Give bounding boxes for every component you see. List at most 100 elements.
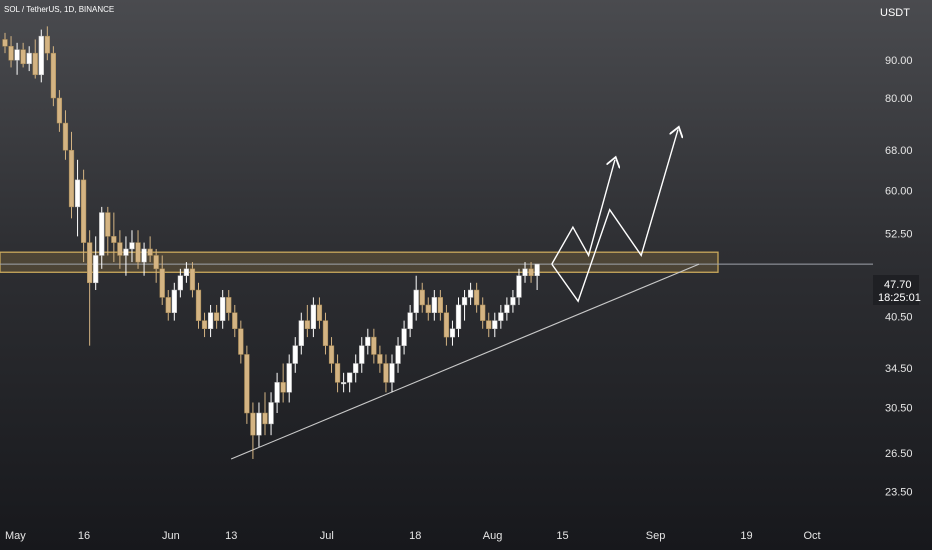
- candle: [413, 275, 419, 321]
- candle-body: [334, 363, 341, 383]
- candle: [147, 236, 153, 263]
- candle: [262, 392, 268, 436]
- candle: [498, 304, 504, 329]
- candle: [431, 290, 437, 321]
- x-tick-label: Aug: [483, 530, 503, 542]
- candle-body: [80, 179, 87, 243]
- candle: [455, 297, 462, 338]
- candle-body: [117, 242, 123, 256]
- candle: [286, 354, 292, 403]
- candle-body: [474, 289, 480, 306]
- candle: [268, 392, 274, 436]
- candle: [123, 236, 129, 276]
- candle-body: [371, 336, 377, 355]
- y-tick-label: 52.50: [885, 228, 913, 240]
- candle: [93, 236, 99, 291]
- candle-body: [407, 312, 413, 330]
- candle-body: [492, 320, 498, 330]
- candle: [141, 242, 147, 276]
- candle: [437, 290, 443, 321]
- candle-body: [268, 402, 274, 425]
- candle-body: [189, 268, 196, 291]
- candle: [99, 206, 105, 269]
- time-axis[interactable]: May 16 Jun 13 Jul 18 Aug 15 Sep 19 Oct: [5, 530, 821, 542]
- projection-paths: [551, 130, 678, 303]
- candle-body: [365, 336, 371, 346]
- candle: [14, 42, 20, 75]
- y-tick-label: 80.00: [885, 93, 913, 105]
- candle: [189, 262, 196, 298]
- candle: [238, 320, 244, 364]
- candle-body: [99, 212, 105, 256]
- candle: [62, 110, 69, 160]
- candle-body: [449, 328, 456, 338]
- candle: [80, 169, 87, 263]
- candle-body: [383, 363, 389, 383]
- candle: [153, 248, 159, 283]
- trendline-segment: [230, 263, 700, 460]
- candle: [334, 354, 341, 393]
- candle-body: [238, 328, 244, 355]
- candle-body: [50, 52, 56, 99]
- candle: [486, 312, 492, 338]
- candle-body: [395, 345, 401, 364]
- candle: [68, 131, 75, 219]
- candle: [467, 282, 474, 305]
- candle: [492, 312, 498, 338]
- candle-body: [377, 354, 383, 364]
- projection-path-main: [551, 130, 678, 303]
- candle: [522, 262, 528, 283]
- candle-body: [93, 255, 99, 284]
- candle: [50, 46, 56, 107]
- x-tick-label: 13: [225, 530, 237, 542]
- candle: [44, 26, 50, 61]
- candle: [480, 297, 486, 329]
- support-trendline: [230, 263, 700, 460]
- candle: [26, 46, 32, 72]
- chart-title: SOL / TetherUS, 1D, BINANCE: [4, 5, 114, 14]
- candle-body: [274, 382, 280, 403]
- candle: [443, 304, 450, 346]
- candle-body: [171, 289, 177, 313]
- candle: [365, 328, 371, 355]
- candle-body: [528, 268, 534, 276]
- candle-body: [461, 297, 468, 306]
- candle: [135, 230, 141, 269]
- candle: [226, 290, 232, 321]
- x-tick-label: Oct: [803, 530, 820, 542]
- candle-body: [510, 297, 516, 306]
- candle-body: [14, 49, 20, 61]
- candle-body: [159, 268, 165, 298]
- candle: [461, 290, 468, 321]
- price-axis[interactable]: 90.00 80.00 68.00 60.00 52.50 40.50 34.50 30.50…: [885, 55, 913, 498]
- candle: [250, 402, 256, 459]
- candle: [341, 372, 347, 393]
- candle-body: [347, 372, 353, 383]
- candle-body: [111, 236, 117, 243]
- current-price-label: 47.70: [884, 279, 912, 291]
- y-tick-label: 30.50: [885, 403, 913, 415]
- candle-body: [220, 297, 226, 321]
- candle: [474, 282, 480, 313]
- candle-body: [413, 289, 419, 313]
- candle-body: [455, 304, 462, 330]
- current-price-marker: 47.70 18:25:01: [873, 275, 921, 305]
- candle: [159, 255, 165, 305]
- candle-body: [38, 35, 44, 76]
- candle: [510, 290, 516, 313]
- candle: [129, 230, 135, 263]
- candle: [117, 230, 123, 269]
- candle-body: [516, 275, 522, 298]
- candle-body: [8, 45, 14, 61]
- countdown-label: 18:25:01: [878, 292, 921, 304]
- candle: [201, 312, 208, 338]
- candle-body: [310, 304, 317, 330]
- candle: [504, 297, 510, 321]
- current-price-badge: [873, 275, 919, 305]
- candle-body: [353, 363, 359, 374]
- candle: [353, 354, 359, 383]
- candle-body: [135, 242, 141, 263]
- candle-body: [328, 345, 335, 364]
- candle: [316, 297, 323, 329]
